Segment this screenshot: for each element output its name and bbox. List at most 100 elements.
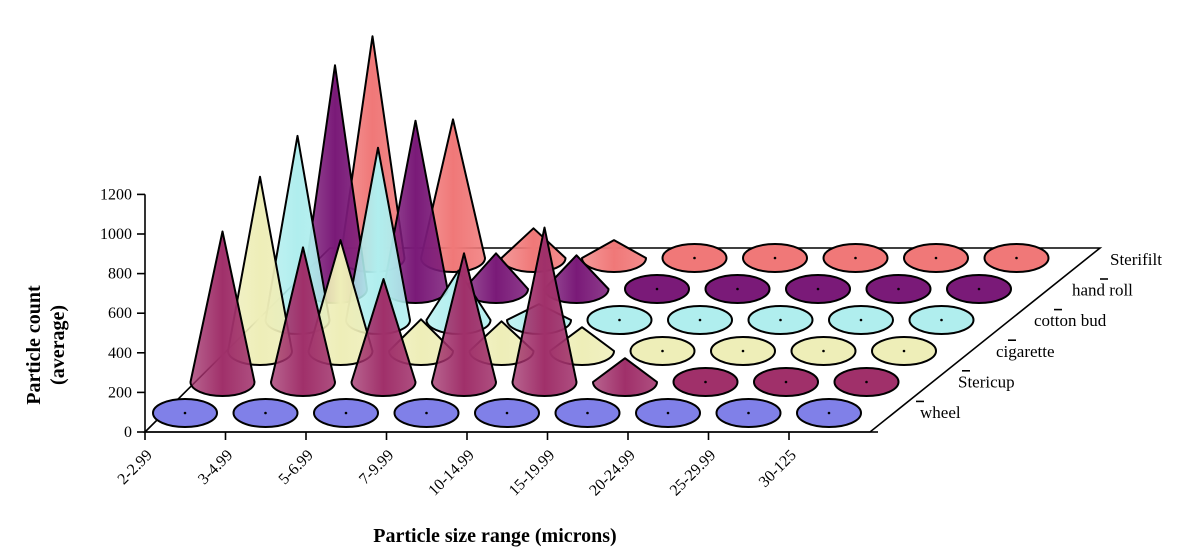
y-axis-title: Particle count (average) xyxy=(23,285,69,405)
cone-body xyxy=(592,357,658,397)
cone-mark xyxy=(785,274,851,304)
cone-mark xyxy=(903,243,969,273)
y-tick-label: 200 xyxy=(108,384,132,401)
cone-apex-dot xyxy=(747,411,750,415)
cone-mark xyxy=(232,398,299,428)
cone-mark xyxy=(908,305,975,335)
cone-mark xyxy=(833,367,900,397)
cone-apex-dot xyxy=(977,287,981,291)
cone-apex-dot xyxy=(505,411,509,415)
cone-body xyxy=(270,246,336,397)
cone-mark xyxy=(742,243,808,273)
x-tick-label: 25-29.99 xyxy=(667,447,720,500)
cone-mark xyxy=(189,230,256,397)
cone-apex-dot xyxy=(741,349,745,353)
cone-mark xyxy=(635,398,701,428)
series-label: hand roll xyxy=(1072,281,1133,300)
cone-apex-dot xyxy=(586,411,589,415)
cone-apex-dot xyxy=(736,287,739,291)
series-label: Sterifilt xyxy=(1110,250,1162,269)
cone-apex-dot xyxy=(940,318,943,322)
cone-apex-dot xyxy=(344,411,348,415)
y-tick-label: 1200 xyxy=(100,186,132,203)
cone-apex-dot xyxy=(773,256,777,260)
cone-mark xyxy=(672,367,739,397)
cone-mark xyxy=(983,243,1050,273)
cone-apex-dot xyxy=(822,349,825,353)
cone-apex-dot xyxy=(897,287,900,291)
cone-apex-dot xyxy=(183,411,187,415)
series-label: wheel xyxy=(920,403,961,422)
cone-mark xyxy=(313,398,379,428)
cone-mark xyxy=(715,398,782,428)
cone-mark xyxy=(431,252,497,397)
y-tick-label: 800 xyxy=(108,266,132,283)
cone-apex-dot xyxy=(264,411,267,415)
cone-mark xyxy=(796,398,862,428)
cone-apex-dot xyxy=(784,380,788,384)
cone-apex-dot xyxy=(693,256,696,260)
cone-mark xyxy=(871,336,937,366)
y-tick-label: 0 xyxy=(124,424,132,441)
cone-mark xyxy=(393,398,460,428)
cone-body xyxy=(511,226,578,397)
axes xyxy=(137,193,1108,440)
x-tick-label: 7-9.99 xyxy=(356,447,397,488)
cone-mark xyxy=(624,274,690,304)
cone-apex-dot xyxy=(704,380,707,384)
y-axis-title-line-1: Particle count xyxy=(23,285,45,405)
cone-mark xyxy=(592,357,658,397)
cone-apex-dot xyxy=(934,256,938,260)
cone-apex-dot xyxy=(865,380,868,384)
x-tick-label: 15-19.99 xyxy=(506,447,559,500)
cone-body xyxy=(431,252,497,397)
x-tick-label: 2-2.99 xyxy=(115,447,156,488)
cone-mark xyxy=(152,398,218,428)
cone-apex-dot xyxy=(1015,256,1018,260)
cone-body xyxy=(189,230,256,397)
series-label: cotton bud xyxy=(1034,311,1107,330)
x-tick-label: 10-14.99 xyxy=(425,447,478,500)
cone-apex-dot xyxy=(618,318,621,322)
cone-mark xyxy=(581,239,647,273)
cone-apex-dot xyxy=(655,287,659,291)
cone-mark xyxy=(667,305,733,335)
cone-mark xyxy=(753,367,819,397)
x-tick-label: 20-24.99 xyxy=(586,447,639,500)
cone-mark xyxy=(500,227,567,273)
cone-apex-dot xyxy=(661,349,664,353)
cone-apex-dot xyxy=(425,411,428,415)
cone-mark xyxy=(474,398,540,428)
cone-mark xyxy=(661,243,728,273)
y-tick-label: 400 xyxy=(108,345,132,362)
cone-mark xyxy=(828,305,894,335)
cone-mark xyxy=(704,274,771,304)
cone-mark xyxy=(865,274,932,304)
cone-apex-dot xyxy=(816,287,820,291)
cone-mark xyxy=(350,278,417,397)
cone-mark xyxy=(629,336,696,366)
cone-mark xyxy=(822,243,889,273)
cone-apex-dot xyxy=(779,318,782,322)
cone-apex-dot xyxy=(854,256,857,260)
cone-mark xyxy=(747,305,814,335)
cone-mark xyxy=(586,305,653,335)
cone-apex-dot xyxy=(859,318,863,322)
y-axis-title-line-2: (average) xyxy=(47,305,69,385)
cone-mark xyxy=(790,336,857,366)
x-tick-label: 30-125 xyxy=(756,447,800,491)
x-tick-label: 5-6.99 xyxy=(276,447,317,488)
cone-mark xyxy=(270,246,336,397)
cone-apex-dot xyxy=(827,411,831,415)
cone-apex-dot xyxy=(698,318,702,322)
cone-mark xyxy=(554,398,621,428)
series-label: cigarette xyxy=(996,342,1055,361)
y-tick-label: 1000 xyxy=(100,226,132,243)
y-tick-label: 600 xyxy=(108,305,132,322)
chart-marks xyxy=(152,35,1050,428)
x-tick-label: 3-4.99 xyxy=(195,447,236,488)
x-axis-title: Particle size range (microns) xyxy=(373,525,616,547)
cone-mark xyxy=(946,274,1012,304)
cone-mark xyxy=(511,226,578,397)
